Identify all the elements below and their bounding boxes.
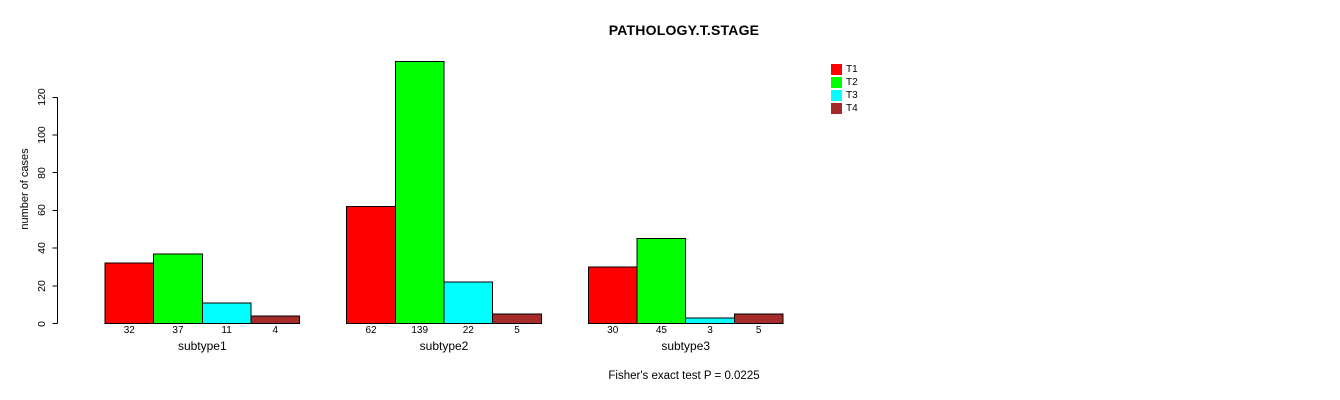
y-tick-label: 20 [36, 279, 48, 292]
bar-value-label: 62 [365, 325, 377, 336]
category-label: subtype1 [177, 339, 227, 353]
bar-T4-subtype1 [250, 315, 301, 324]
legend-label: T4 [846, 102, 858, 114]
legend-label: T2 [846, 76, 858, 88]
bar-value-label: 32 [123, 325, 135, 336]
category-label: subtype3 [661, 339, 711, 353]
bar-value-label: 3 [707, 325, 713, 336]
y-tick-label: 60 [36, 204, 48, 217]
legend-label: T1 [846, 64, 858, 75]
bar-value-label: 139 [411, 325, 429, 336]
legend-swatch [831, 89, 842, 101]
bar-T1-subtype2 [346, 206, 396, 325]
bar-T2-subtype2 [394, 60, 445, 325]
bar-value-label: 5 [514, 325, 520, 336]
bar-T1-subtype3 [587, 266, 638, 325]
bar-T3-subtype2 [443, 281, 494, 324]
bar-T2-subtype3 [636, 238, 687, 324]
y-tick-label: 40 [36, 242, 48, 254]
legend-label: T3 [846, 89, 858, 101]
bar-T3-subtype1 [201, 302, 252, 325]
bar-T4-subtype3 [733, 313, 784, 325]
bar-value-label: 37 [172, 325, 184, 336]
bar-value-label: 4 [272, 325, 279, 336]
bar-T4-subtype2 [492, 313, 542, 325]
stats-annotation: Fisher's exact test P = 0.0225 [608, 370, 760, 382]
y-axis-label: number of cases [19, 148, 31, 230]
bar-value-label: 5 [755, 325, 762, 336]
y-tick-label: 100 [36, 126, 48, 144]
y-tick-label: 80 [36, 166, 48, 179]
bar-value-label: 45 [655, 325, 667, 336]
category-label: subtype2 [419, 339, 469, 353]
bar-T2-subtype1 [153, 253, 203, 325]
y-tick-label: 0 [36, 320, 48, 327]
bar-value-label: 30 [607, 325, 619, 336]
legend-swatch [831, 64, 842, 75]
bar-value-label: 22 [462, 325, 474, 336]
legend-swatch [831, 76, 842, 88]
bar-value-label: 11 [221, 325, 232, 336]
legend-swatch [831, 102, 842, 114]
bar-T3-subtype3 [685, 317, 735, 325]
chart-title: PATHOLOGY.T.STAGE [608, 22, 760, 38]
y-tick-label: 120 [36, 88, 48, 107]
bar-T1-subtype1 [104, 262, 155, 324]
